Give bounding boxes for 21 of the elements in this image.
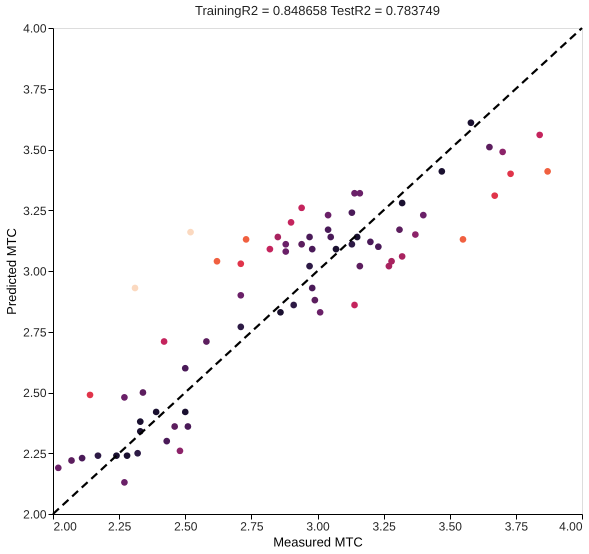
x-tick-label: 3.50 [438,520,462,534]
x-tick-label: 2.75 [240,520,264,534]
chart-title: TrainingR2 = 0.848658 TestR2 = 0.783749 [194,3,440,18]
y-tick-label: 3.50 [23,143,47,157]
x-tick-label: 3.75 [504,520,528,534]
y-tick-label: 3.75 [23,82,47,96]
y-axis-title: Predicted MTC [4,228,20,315]
x-tick-label: 3.00 [306,520,330,534]
x-tick-label: 3.25 [372,520,396,534]
y-tick-label: 3.25 [23,204,47,218]
y-tick-label: 3.00 [23,264,47,278]
x-tick-label: 2.25 [108,520,132,534]
y-tick-label: 4.00 [23,22,47,36]
x-tick-label: 2.00 [54,520,78,534]
x-tick-label: 2.50 [174,520,198,534]
y-tick-label: 2.25 [23,446,47,461]
x-tick-label: 4.00 [559,520,583,534]
y-tick-label: 2.50 [23,386,47,400]
x-axis-title: Measured MTC [273,534,363,550]
y-tick-label: 2.75 [23,325,47,340]
y-tick-label: 2.00 [23,508,47,522]
